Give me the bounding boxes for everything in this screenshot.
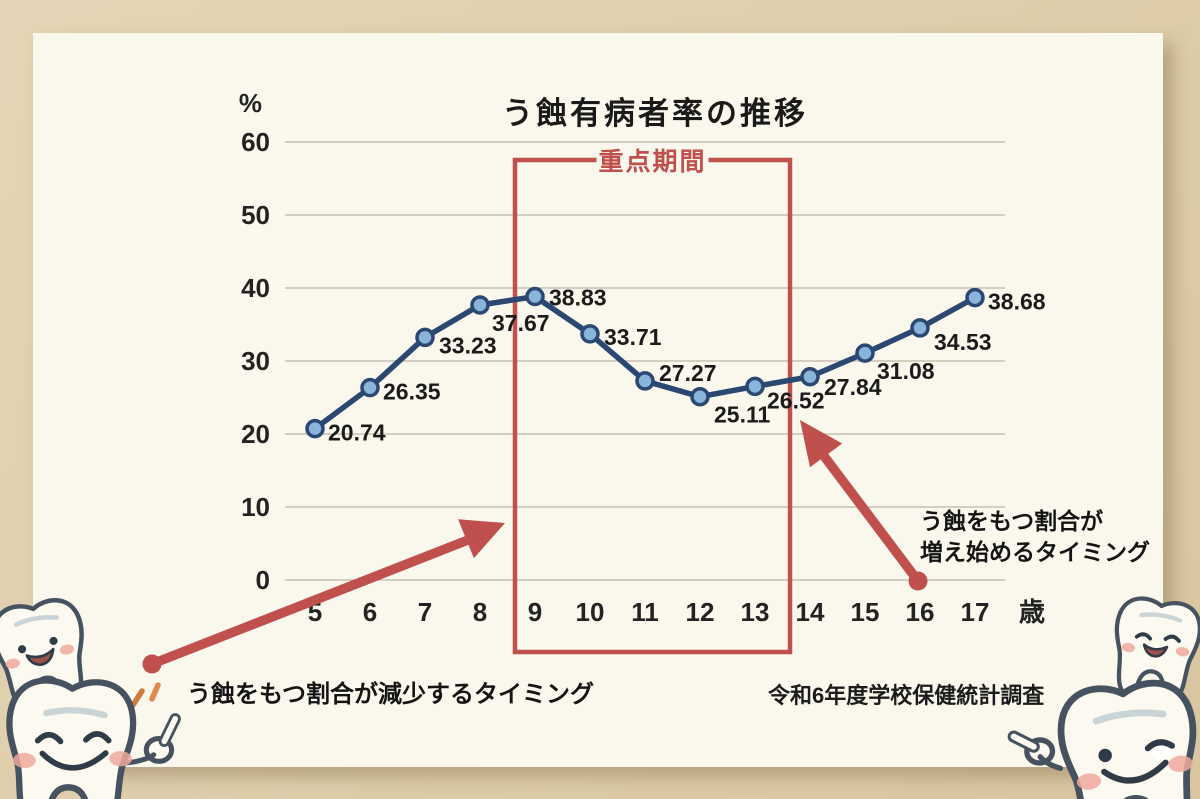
y-tick-label: 50 xyxy=(241,200,270,230)
priority-period-label-bg xyxy=(596,147,709,175)
data-point-marker xyxy=(690,386,710,407)
y-tick-label: 30 xyxy=(241,346,270,376)
priority-period-label: 重点期間 xyxy=(598,148,706,176)
decrease-arrow-shaft xyxy=(147,535,473,669)
tooth-character-big-left xyxy=(6,677,181,799)
data-point-marker xyxy=(635,371,655,391)
y-tick-label: 10 xyxy=(241,492,270,522)
increase-arrow xyxy=(800,420,928,591)
y-tick-label: 40 xyxy=(241,273,270,303)
increase-arrow-shaft xyxy=(819,451,923,586)
data-point-marker xyxy=(415,327,435,348)
smile-mouth xyxy=(1101,759,1169,784)
arm xyxy=(1037,754,1064,771)
x-tick-label: 14 xyxy=(796,597,825,627)
data-point-label: 38.83 xyxy=(549,285,607,311)
data-point-marker xyxy=(800,367,820,387)
data-point-marker xyxy=(965,287,985,308)
data-point-label: 38.68 xyxy=(988,289,1046,315)
data-point-marker xyxy=(745,376,765,397)
data-point-label: 33.71 xyxy=(604,324,662,350)
left-eye xyxy=(18,645,27,654)
decrease-arrow xyxy=(142,519,505,674)
x-axis-unit: 歳 xyxy=(1019,597,1045,627)
increase-arrow-head xyxy=(800,420,843,468)
data-point-label: 26.35 xyxy=(383,379,441,405)
right-cheek xyxy=(109,751,133,767)
data-point-marker xyxy=(855,343,875,363)
open-smile-mouth xyxy=(25,647,55,666)
tooth-shade xyxy=(1092,709,1167,725)
data-point-label: 26.52 xyxy=(767,387,825,413)
x-tick-label: 12 xyxy=(686,597,715,627)
data-point-marker xyxy=(305,418,325,439)
left-cheek xyxy=(5,658,20,669)
pointing-finger xyxy=(1010,733,1037,750)
right-eye-closed xyxy=(1163,634,1181,643)
right-eye-closed xyxy=(83,731,112,744)
data-point-label: 27.27 xyxy=(659,360,717,386)
y-tick-label: 60 xyxy=(241,127,270,157)
smile-mouth xyxy=(39,750,109,771)
y-axis-unit: % xyxy=(239,88,262,118)
data-point-marker xyxy=(470,295,490,315)
left-eye xyxy=(1098,748,1112,763)
data-point-marker xyxy=(580,324,600,344)
right-cheek xyxy=(1168,755,1193,772)
x-tick-label: 7 xyxy=(418,597,432,627)
left-cheek xyxy=(1076,773,1102,790)
chart-title: う蝕有病者率の推移 xyxy=(502,96,808,131)
data-point-marker xyxy=(525,286,545,307)
data-point-label: 33.23 xyxy=(439,332,497,358)
x-tick-label: 13 xyxy=(741,597,770,627)
left-cheek xyxy=(1121,642,1136,653)
increase-annotation-line2: 増え始めるタイミング xyxy=(920,539,1150,566)
emphasis-stroke xyxy=(149,682,161,702)
data-point-marker xyxy=(910,318,930,338)
right-eye xyxy=(49,636,58,645)
decrease-arrow-head xyxy=(458,519,505,559)
x-tick-label: 8 xyxy=(473,597,487,627)
tooth-body xyxy=(6,677,137,799)
x-tick-label: 6 xyxy=(363,597,377,627)
decrease-annotation: う蝕をもつ割合が減少するタイミング xyxy=(187,681,595,708)
right-eye-wink xyxy=(1144,739,1175,752)
x-tick-label: 11 xyxy=(631,597,659,627)
x-tick-label: 10 xyxy=(576,597,605,627)
tooth-character-small-right xyxy=(1114,596,1200,703)
left-cheek xyxy=(13,752,36,769)
data-point-label: 34.53 xyxy=(934,329,992,355)
tooth-shade xyxy=(13,615,59,627)
eye-highlight xyxy=(1151,744,1173,761)
left-eye-closed xyxy=(34,731,64,745)
data-point-label: 31.08 xyxy=(877,358,935,384)
open-smile-mouth xyxy=(1142,643,1169,658)
right-cheek xyxy=(1175,647,1190,657)
data-point-label: 27.84 xyxy=(824,374,882,400)
increase-annotation: う蝕をもつ割合が 増え始めるタイミング xyxy=(920,506,1150,568)
data-point-label: 25.11 xyxy=(714,402,770,428)
emphasis-stroke xyxy=(130,688,145,708)
x-tick-label: 16 xyxy=(906,597,935,627)
data-point-label: 37.67 xyxy=(492,310,550,336)
x-tick-label: 15 xyxy=(851,597,880,627)
data-point-label: 20.74 xyxy=(328,420,386,446)
tooth-shade xyxy=(1139,612,1183,623)
tooth-shade xyxy=(43,707,108,719)
increase-annotation-line1: う蝕をもつ割合が xyxy=(920,508,1104,534)
pointing-finger xyxy=(161,716,179,745)
data-point-marker xyxy=(360,377,380,398)
x-tick-label: 9 xyxy=(528,597,542,627)
right-cheek xyxy=(59,644,75,655)
source-caption: 令和6年度学校保健統計調査 xyxy=(768,683,1045,708)
y-tick-label: 0 xyxy=(256,565,270,595)
tooth-character-big-right xyxy=(1007,679,1197,799)
y-tick-label: 20 xyxy=(241,419,270,449)
trend-line xyxy=(312,293,978,432)
x-tick-label: 17 xyxy=(961,597,990,627)
left-eye-closed xyxy=(1134,632,1153,641)
